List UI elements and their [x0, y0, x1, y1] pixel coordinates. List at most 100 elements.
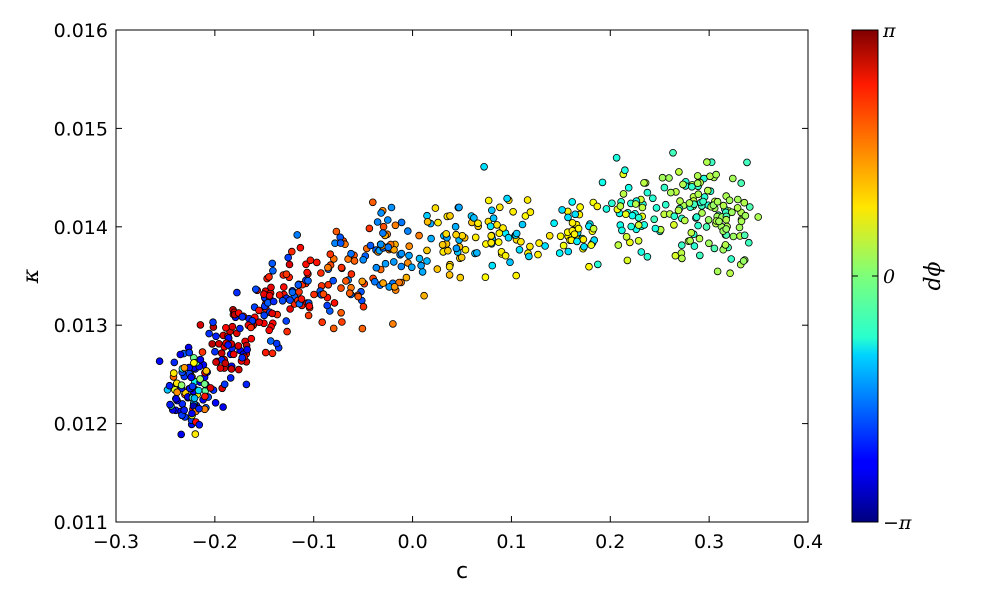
scatter-point: [650, 215, 658, 224]
x-tick-label: 0.2: [595, 531, 625, 553]
scatter-point: [487, 238, 496, 247]
scatter-point: [265, 291, 274, 300]
scatter-point: [268, 349, 277, 358]
scatter-point: [570, 230, 579, 239]
scatter-point: [304, 276, 312, 285]
scatter-point: [287, 247, 296, 256]
scatter-point: [669, 149, 677, 157]
scatter-point: [247, 334, 256, 343]
scatter-point: [350, 257, 359, 265]
scatter-point: [170, 369, 178, 377]
scatter-point: [236, 324, 244, 333]
scatter-point: [387, 203, 396, 212]
y-tick-label: 0.016: [54, 20, 108, 42]
scatter-point: [268, 259, 277, 268]
scatter-point: [381, 259, 390, 268]
scatter-point: [359, 255, 368, 264]
scatter-point: [627, 222, 635, 231]
scatter-point: [621, 166, 629, 175]
scatter-point: [643, 188, 652, 197]
scatter-point: [202, 367, 211, 375]
scatter-point: [310, 290, 318, 299]
scatter-point: [209, 318, 217, 327]
scatter-point: [593, 260, 602, 269]
scatter-point: [518, 220, 527, 229]
scatter-point: [573, 237, 581, 246]
scatter-point: [177, 430, 186, 439]
scatter-point: [338, 318, 346, 326]
scatter-point: [296, 243, 305, 252]
scatter-point: [512, 271, 520, 280]
scatter-point: [634, 214, 643, 222]
scatter-point: [216, 364, 225, 372]
scatter-point: [608, 199, 616, 208]
scatter-point: [574, 224, 583, 233]
scatter-point: [568, 198, 576, 206]
scatter-point: [733, 195, 742, 204]
colorbar-label: dϕ: [921, 261, 946, 290]
colorbar-tick-label: π: [882, 20, 896, 42]
scatter-point: [235, 365, 243, 374]
scatter-point: [698, 209, 706, 217]
scatter-point: [224, 341, 232, 349]
y-axis-label: κ: [19, 268, 44, 284]
scatter-point: [185, 348, 194, 357]
scatter-point: [188, 382, 197, 391]
scatter-point: [517, 238, 525, 246]
scatter-point: [743, 158, 751, 167]
scatter-point: [452, 244, 461, 253]
scatter-point: [304, 311, 313, 320]
scatter-point: [695, 234, 704, 243]
scatter-point: [282, 317, 291, 325]
scatter-point: [403, 227, 412, 235]
scatter-point: [243, 345, 252, 354]
scatter-point: [268, 309, 277, 318]
data-points: [155, 149, 762, 439]
scatter-point: [407, 263, 416, 272]
scatter-point: [585, 262, 593, 271]
scatter-point: [234, 342, 243, 350]
scatter-point: [713, 197, 722, 206]
scatter-point: [729, 232, 738, 241]
scatter-point: [481, 273, 490, 282]
scatter-point: [501, 251, 510, 260]
scatter-point: [358, 277, 367, 286]
scatter-point: [326, 250, 335, 259]
scatter-point: [427, 234, 435, 243]
scatter-point: [342, 277, 350, 285]
scatter-point: [329, 324, 338, 333]
scatter-point: [212, 332, 220, 341]
scatter-point: [446, 212, 454, 220]
scatter-point: [471, 233, 480, 242]
scatter-point: [580, 243, 588, 251]
scatter-point: [395, 278, 403, 287]
colorbar-tick-label: −π: [883, 512, 912, 534]
scatter-point: [486, 222, 495, 231]
scatter-point: [725, 196, 734, 205]
scatter-point: [383, 216, 392, 224]
scatter-point: [623, 256, 632, 265]
scatter-point: [221, 359, 230, 368]
scatter-point: [715, 217, 723, 226]
scatter-point: [674, 206, 683, 215]
scatter-point: [614, 241, 623, 249]
scatter-point: [737, 179, 745, 187]
scatter-point: [227, 365, 236, 373]
scatter-point: [568, 219, 577, 227]
scatter-point: [266, 337, 275, 345]
scatter-point: [675, 168, 683, 176]
scatter-point: [740, 198, 749, 207]
scatter-point: [680, 216, 689, 225]
scatter-point: [275, 291, 284, 299]
scatter-point: [473, 249, 481, 257]
scatter-point: [358, 324, 367, 333]
colorbar-tick-label: 0: [883, 266, 895, 288]
scatter-point: [445, 262, 454, 271]
scatter-point: [643, 252, 652, 261]
scatter-point: [665, 174, 673, 182]
scatter-point: [247, 323, 255, 332]
scatter-point: [678, 254, 686, 263]
scatter-point: [740, 231, 749, 240]
y-axis: 0.011 0.012 0.013 0.014 0.015 0.016: [54, 20, 808, 534]
scatter-point: [176, 350, 185, 359]
